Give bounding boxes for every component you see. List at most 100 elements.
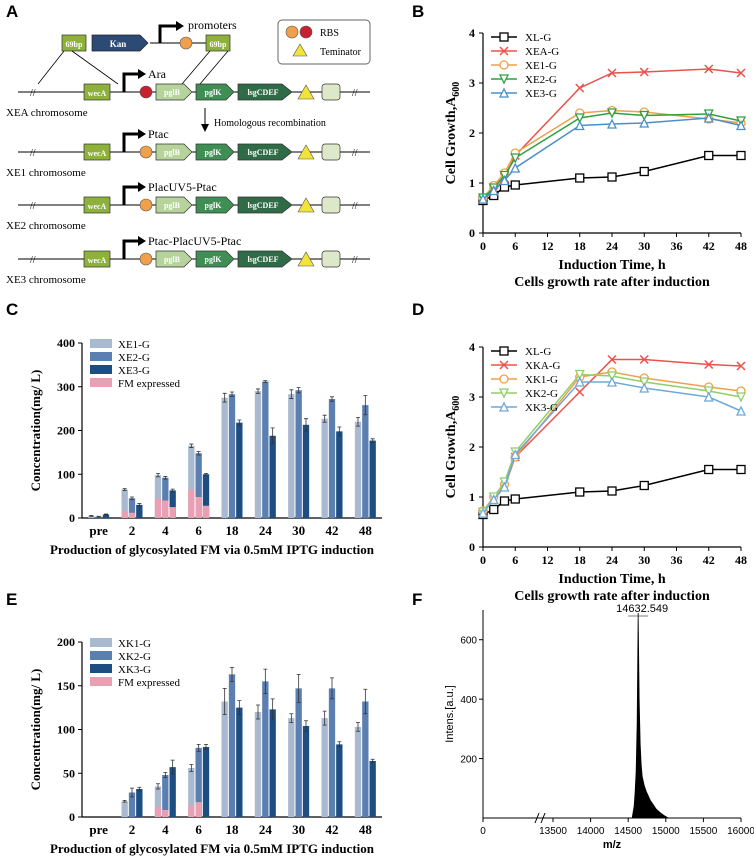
x-tick-label: 30 <box>638 239 650 253</box>
x-tick-label: 48 <box>359 822 373 837</box>
bar-xe2-g <box>162 477 169 518</box>
error-bar <box>222 392 227 403</box>
data-point <box>704 64 714 74</box>
data-point <box>574 113 585 124</box>
error-bar <box>289 713 294 723</box>
legend-label: XL-G <box>525 32 551 44</box>
bar-xe3-g <box>269 435 276 518</box>
bar-xk3-g <box>336 744 343 817</box>
data-point <box>703 112 714 123</box>
error-bar <box>130 787 134 798</box>
svg-text:lsgCDEF: lsgCDEF <box>247 88 278 97</box>
data-point <box>703 391 714 402</box>
y-tick-label: 4 <box>469 340 475 354</box>
bar-xk1-g <box>321 718 328 817</box>
data-point <box>735 120 747 131</box>
x-tick-label: 12 <box>542 553 554 567</box>
bar-xe2-g <box>328 399 336 518</box>
data-point <box>639 480 649 491</box>
promoters-label: promoters <box>188 18 237 32</box>
data-point <box>639 166 649 177</box>
legend-label: FM expressed <box>118 378 181 390</box>
legend-marker <box>498 388 510 399</box>
x-tick-label: 30 <box>638 553 650 567</box>
x-tick-label: 18 <box>226 523 240 538</box>
data-point <box>489 504 499 515</box>
legend-marker <box>499 32 509 42</box>
data-point <box>575 173 585 183</box>
legend-swatch <box>90 365 112 374</box>
error-bar <box>96 515 101 518</box>
bar-xk3-g <box>236 707 243 817</box>
data-point <box>499 175 510 186</box>
x-tick-label: 0 <box>480 239 486 253</box>
svg-text:lsgCDEF: lsgCDEF <box>247 255 278 264</box>
bar-xk2-g <box>162 775 169 817</box>
error-bar <box>370 758 375 764</box>
error-bar <box>256 704 260 720</box>
legend-label: XK3-G <box>118 664 151 676</box>
y-tick-label: 3 <box>469 76 475 90</box>
data-point <box>736 464 746 475</box>
legend-label: XE3-G <box>118 365 150 377</box>
data-point <box>574 376 585 387</box>
data-point <box>607 68 617 78</box>
legend-swatch <box>90 352 112 361</box>
y-tick-label: 1 <box>469 490 475 504</box>
legend-label: XE1-G <box>118 339 150 351</box>
data-point <box>607 486 617 496</box>
x-tick-label: 24 <box>606 239 618 253</box>
bar-xk2-g <box>362 701 369 817</box>
bar-xe2-g <box>262 381 269 518</box>
x-tick-label: 24 <box>259 822 273 837</box>
data-point <box>510 180 520 190</box>
error-bar <box>363 395 368 416</box>
data-point <box>639 110 650 121</box>
legend-label: XE2-G <box>525 74 557 86</box>
error-bar <box>337 741 342 748</box>
data-point <box>488 494 499 505</box>
svg-text:XEA chromosome: XEA chromosome <box>6 107 88 119</box>
bar-xe1-g <box>188 445 195 518</box>
error-bar <box>170 759 175 775</box>
y-tick-label: 1 <box>469 176 475 190</box>
svg-text:XE2 chromosome: XE2 chromosome <box>6 220 86 232</box>
x-tick-label: 6 <box>195 523 202 538</box>
x-tick-label: 36 <box>671 239 683 253</box>
chart-caption: Production of glycosylated FM via 0.5mM … <box>50 542 375 557</box>
x-tick-label: 15500 <box>689 826 717 837</box>
x-tick-label: 13500 <box>539 826 567 837</box>
data-point <box>704 359 714 370</box>
x-tick-label: 2 <box>129 822 136 837</box>
panel-letter-f: F <box>412 590 423 609</box>
y-axis-label: Concentration(mg/ L) <box>28 669 43 791</box>
x-tick-label: 36 <box>671 553 683 567</box>
bar-xk2-g <box>195 747 202 817</box>
y-tick-label: 3 <box>469 390 475 404</box>
y-tick-label: 600 <box>460 636 477 647</box>
svg-text:XE1 chromosome: XE1 chromosome <box>6 167 86 179</box>
data-point <box>607 172 617 182</box>
x-tick-label: 4 <box>162 822 169 837</box>
svg-text:pglB: pglB <box>164 201 181 210</box>
error-bar <box>156 783 160 790</box>
terminator-icon <box>292 43 308 57</box>
x-tick-label: 48 <box>359 523 373 538</box>
bar-xk1-g <box>121 801 128 817</box>
mass-spectrum-chart: 200 400 600 0 13500 14000 14500 15000 15500 16000… <box>444 603 754 851</box>
data-point <box>499 496 510 506</box>
svg-text:wecA: wecA <box>88 202 107 211</box>
error-bar <box>89 514 94 517</box>
y-tick-label: 50 <box>63 766 75 780</box>
y-tick-label: 100 <box>57 467 75 481</box>
error-bar <box>170 488 175 493</box>
construct-diagram: RBS Teminator 69bp Kan promoters 69bp //… <box>6 18 371 286</box>
x-tick-label: 42 <box>703 239 715 253</box>
svg-text:Ara: Ara <box>148 67 167 81</box>
data-point <box>510 494 520 504</box>
data-point <box>499 481 510 492</box>
legend-rbs: RBS <box>320 28 339 39</box>
x-axis-label: Induction Time, h <box>558 572 665 587</box>
chromosome-row-2: // // wecA PlacUV5-Ptac pglB pglK lsgCDE… <box>6 180 370 232</box>
